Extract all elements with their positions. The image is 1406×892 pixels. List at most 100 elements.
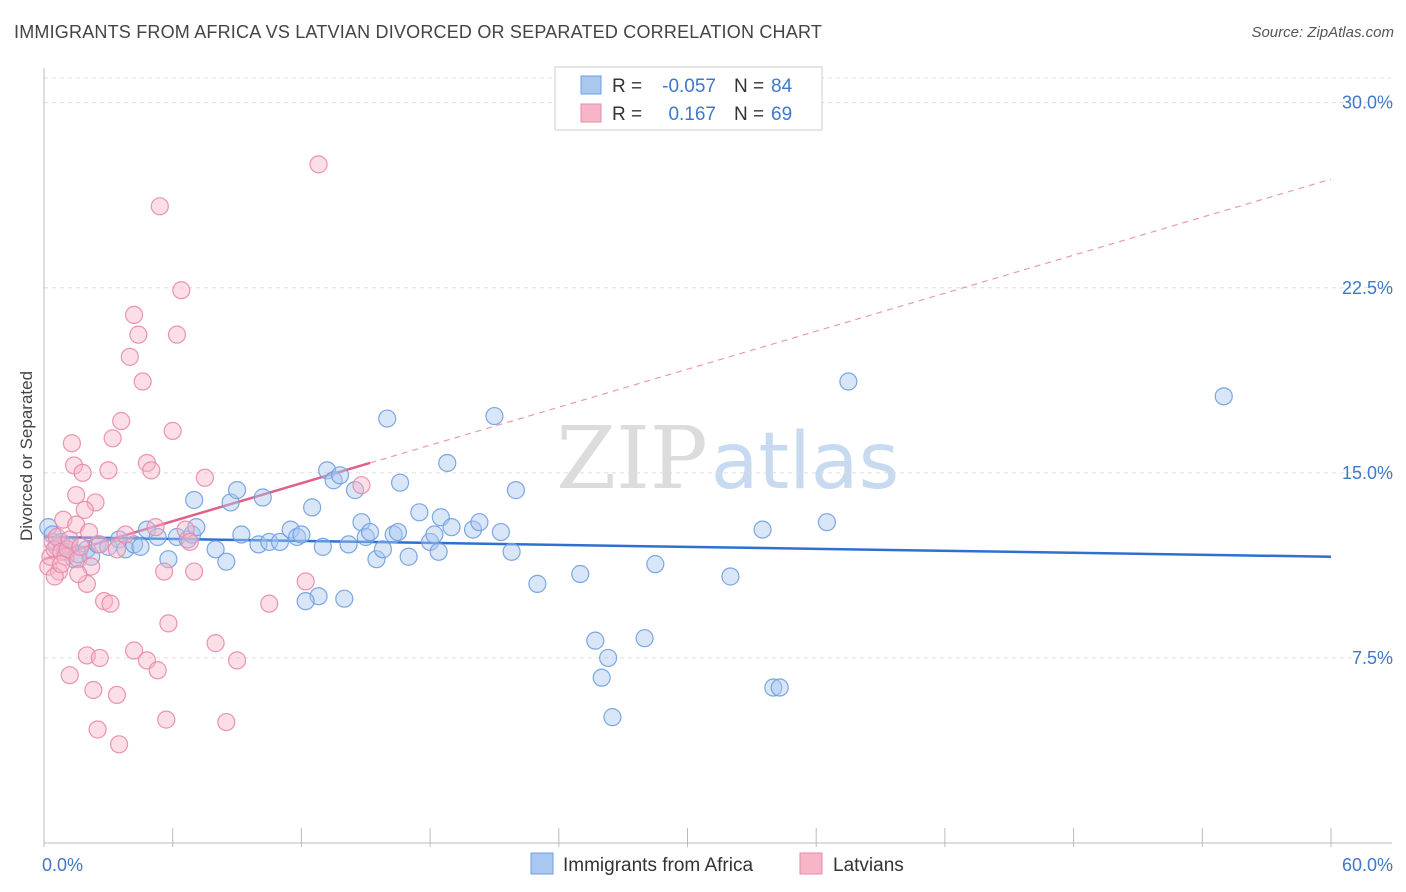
africa-point xyxy=(1214,387,1233,406)
africa-point xyxy=(839,372,858,391)
africa-point xyxy=(571,564,590,584)
africa-point xyxy=(635,629,654,648)
tick-labels: 7.5% 15.0% 22.5% 30.0% 0.0% 60.0% xyxy=(42,93,1393,875)
africa-point xyxy=(360,522,380,542)
latvian-point xyxy=(116,525,135,544)
latvian-point xyxy=(107,685,127,705)
latvian-point xyxy=(90,648,109,668)
africa-point xyxy=(721,567,740,586)
africa-point xyxy=(399,547,418,566)
legend-swatch-latvians xyxy=(580,103,602,123)
watermark-zip: ZIP xyxy=(556,409,708,509)
africa-point xyxy=(646,555,665,574)
latvian-point xyxy=(103,429,122,448)
africa-point xyxy=(603,708,622,727)
latvian-point xyxy=(86,493,105,512)
africa-trend-line xyxy=(43,535,1332,558)
latvian-point xyxy=(227,651,247,670)
bottom-legend-swatch-africa xyxy=(530,852,554,875)
latvian-point xyxy=(206,634,225,653)
latvian-point xyxy=(124,641,144,660)
latvian-point xyxy=(90,535,109,554)
x-tick-label: 0.0% xyxy=(42,855,83,875)
latvian-point xyxy=(352,476,371,495)
latvian-point xyxy=(309,155,328,174)
latvian-point xyxy=(69,564,88,584)
latvian-point xyxy=(195,468,214,487)
latvian-point xyxy=(99,461,118,480)
legend-n-label-latvians: N = xyxy=(734,104,764,125)
legend: R = -0.057 N = 84 R = 0.167 N = 69 xyxy=(554,66,823,131)
latvian-point xyxy=(120,347,139,366)
y-tick-label: 30.0% xyxy=(1342,93,1393,113)
africa-point xyxy=(303,498,322,517)
africa-point xyxy=(506,481,526,500)
africa-point xyxy=(425,525,444,544)
trend-lines xyxy=(43,178,1332,561)
y-axis-title: Divorced or Separated xyxy=(17,371,36,541)
africa-point xyxy=(232,525,251,544)
africa-point xyxy=(410,503,429,522)
africa-point xyxy=(438,453,457,473)
latvian-point xyxy=(73,463,92,482)
latvian-point xyxy=(155,562,174,581)
latvian-point xyxy=(185,562,204,581)
legend-n-value-latvians: 69 xyxy=(771,104,792,125)
latvian-point xyxy=(107,540,127,559)
legend-n-value-africa: 84 xyxy=(771,76,793,97)
chart-title: IMMIGRANTS FROM AFRICA VS LATVIAN DIVORC… xyxy=(14,22,823,42)
grid-lines xyxy=(44,77,1391,659)
africa-point xyxy=(373,540,393,559)
chart-source: Source: ZipAtlas.com xyxy=(1251,24,1394,41)
africa-point xyxy=(296,592,315,611)
legend-r-label-africa: R = xyxy=(612,76,642,97)
latvian-trend-line xyxy=(43,461,371,561)
africa-point xyxy=(390,473,410,492)
africa-point xyxy=(592,668,611,687)
legend-r-value-africa: -0.057 xyxy=(662,76,716,97)
africa-point xyxy=(367,550,386,569)
legend-r-value-latvians: 0.167 xyxy=(668,104,716,125)
latvian-point xyxy=(79,522,99,542)
africa-point xyxy=(817,513,837,532)
latvian-point xyxy=(88,720,107,739)
axes xyxy=(43,68,1392,847)
africa-point xyxy=(586,631,605,650)
legend-n-label-africa: N = xyxy=(734,76,764,97)
africa-point xyxy=(528,574,547,593)
bottom-legend-label-latvians: Latvians xyxy=(833,855,904,876)
africa-point xyxy=(253,488,272,507)
africa-point xyxy=(313,537,332,556)
latvian-point xyxy=(296,572,315,591)
latvian-point xyxy=(133,372,152,391)
latvian-point xyxy=(75,500,94,519)
africa-point xyxy=(292,525,311,544)
africa-point xyxy=(442,518,461,537)
africa-point xyxy=(185,490,204,510)
latvian-point xyxy=(71,537,90,556)
legend-r-label-latvians: R = xyxy=(612,104,642,125)
africa-point xyxy=(260,532,279,552)
latvian-trend-extension xyxy=(369,178,1332,464)
africa-point xyxy=(388,522,408,542)
africa-point xyxy=(249,535,268,554)
africa-point xyxy=(502,542,521,561)
data-points xyxy=(39,155,1233,754)
africa-point xyxy=(463,520,483,539)
latvian-point xyxy=(217,712,236,732)
watermark-atlas: atlas xyxy=(711,417,900,507)
latvian-point xyxy=(124,305,144,325)
latvian-point xyxy=(101,594,120,613)
latvian-point xyxy=(112,411,131,431)
africa-point xyxy=(131,537,150,556)
y-tick-label: 22.5% xyxy=(1342,278,1393,298)
latvian-point xyxy=(146,518,165,537)
africa-point xyxy=(429,542,448,561)
latvian-point xyxy=(109,735,129,754)
africa-point xyxy=(753,520,772,539)
africa-point xyxy=(227,481,247,500)
latvian-point xyxy=(52,555,71,574)
x-tick-label: 60.0% xyxy=(1342,855,1393,875)
latvian-point xyxy=(167,325,187,344)
